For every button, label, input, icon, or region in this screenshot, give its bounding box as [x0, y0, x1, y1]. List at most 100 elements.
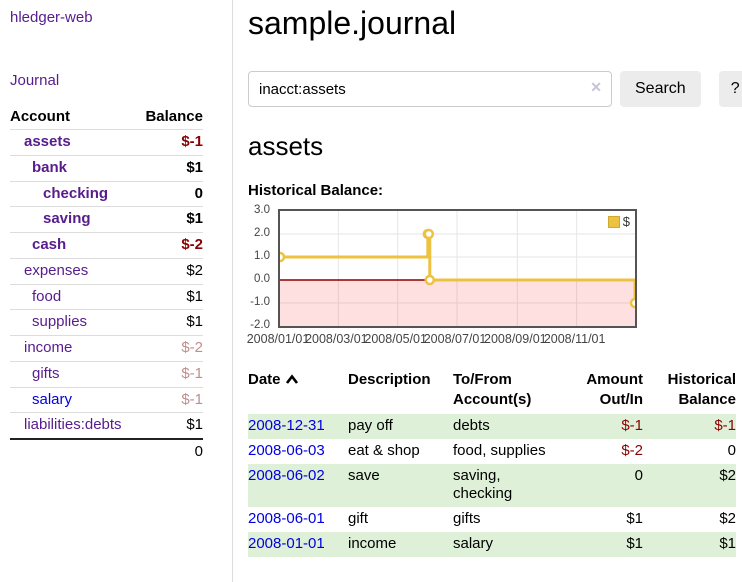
account-row: saving $1	[10, 206, 203, 233]
account-link-saving[interactable]: saving	[43, 210, 91, 228]
account-row: liabilities:debts $1	[10, 412, 203, 439]
account-link-checking[interactable]: checking	[43, 184, 109, 202]
chart-y-axis: 3.0 2.0 1.0 0.0 -1.0 -2.0	[250, 204, 270, 331]
accounts-table: Account Balance assets $-1 bank $1 check…	[10, 105, 203, 465]
register-header-balance: Historical Balance	[667, 371, 736, 408]
account-link-supplies[interactable]: supplies	[32, 313, 88, 331]
legend-label: $	[622, 214, 630, 229]
balance-chart: 3.0 2.0 1.0 0.0 -1.0 -2.0 $ 2008/01/01 2008/03…	[246, 204, 742, 351]
transaction-accounts: gifts	[453, 510, 481, 527]
account-balance: $-2	[137, 232, 203, 259]
transaction-description: income	[348, 534, 397, 552]
accounts-total-value: 0	[137, 438, 203, 465]
transaction-description: pay off	[348, 417, 393, 434]
transaction-accounts: food, supplies	[453, 441, 546, 459]
sidebar: hledger-web Journal Account Balance asse…	[0, 0, 233, 582]
transaction-balance: $-1	[714, 417, 736, 434]
account-balance: $1	[137, 206, 203, 233]
account-balance: $1	[137, 154, 203, 181]
account-balance: $-2	[137, 335, 203, 362]
register-header-date[interactable]: Date	[248, 368, 348, 414]
transaction-amount: $-2	[621, 441, 643, 459]
transaction-amount: $-1	[621, 417, 643, 434]
register-header-row: Date Description To/From Account(s) Amou…	[248, 368, 736, 414]
transaction-accounts: saving, checking	[453, 466, 513, 503]
account-link-cash[interactable]: cash	[32, 236, 67, 253]
transaction-description: eat & shop	[348, 441, 420, 459]
transaction-date-link[interactable]: 2008-06-03	[248, 441, 325, 459]
chart-svg	[280, 211, 635, 326]
transaction-balance: 0	[727, 441, 736, 459]
account-row: expenses $2	[10, 257, 203, 284]
sort-ascending-icon	[285, 371, 299, 391]
transaction-date-link[interactable]: 2008-01-01	[248, 534, 325, 552]
account-balance: 0	[137, 180, 203, 207]
main-content: sample.journal ✕ Search ? assets Histori…	[233, 0, 742, 582]
transaction-description: save	[348, 466, 380, 484]
chart-title: Historical Balance:	[248, 182, 384, 199]
accounts-header-account: Account	[10, 105, 138, 130]
register-header-description: Description	[348, 371, 431, 388]
account-link-liabilities-debts[interactable]: liabilities:debts	[24, 416, 122, 434]
account-row: assets $-1	[10, 129, 203, 156]
register-header-amount: Amount Out/In	[586, 371, 643, 408]
clear-search-icon[interactable]: ✕	[590, 79, 602, 95]
transaction-date-link[interactable]: 2008-06-02	[248, 466, 325, 484]
transaction-balance: $2	[719, 510, 736, 527]
register-row: 2008-01-01 income salary $1 $1	[248, 531, 736, 557]
account-row: supplies $1	[10, 309, 203, 336]
accounts-total-row: 0	[10, 438, 203, 465]
account-heading: assets	[248, 131, 324, 161]
register-row: 2008-06-01 gift gifts $1 $2	[248, 507, 736, 532]
account-row: food $1	[10, 283, 203, 310]
transaction-date-link[interactable]: 2008-12-31	[248, 417, 325, 434]
chart-legend: $	[605, 214, 632, 229]
transaction-date-link[interactable]: 2008-06-01	[248, 510, 325, 527]
accounts-header-balance: Balance	[137, 105, 203, 130]
register-row: 2008-06-03 eat & shop food, supplies $-2…	[248, 439, 736, 464]
transaction-amount: $1	[626, 510, 643, 527]
search-form: ✕ Search ?	[248, 71, 742, 107]
account-balance: $1	[137, 283, 203, 310]
transaction-amount: $1	[626, 534, 643, 552]
account-row: checking 0	[10, 180, 203, 207]
transaction-description: gift	[348, 510, 369, 527]
transaction-accounts: salary	[453, 534, 494, 552]
account-row: cash $-2	[10, 232, 203, 259]
chart-x-axis: 2008/01/01 2008/03/01 2008/05/01 2008/07/01…	[246, 332, 606, 346]
account-balance: $-1	[137, 129, 203, 156]
register-row: 2008-06-02 save saving, checking 0 $2	[248, 463, 736, 507]
search-button[interactable]: Search	[620, 71, 701, 107]
transaction-balance: $1	[719, 534, 736, 552]
account-link-gifts[interactable]: gifts	[32, 364, 60, 382]
account-balance: $-1	[137, 360, 203, 387]
account-link-bank[interactable]: bank	[32, 158, 68, 176]
transaction-amount: 0	[634, 466, 643, 484]
account-balance: $1	[137, 309, 203, 336]
accounts-header-row: Account Balance	[10, 105, 203, 130]
register-row: 2008-12-31 pay off debts $-1 $-1	[248, 414, 736, 439]
page-title: sample.journal	[248, 5, 457, 41]
account-row: gifts $-1	[10, 360, 203, 387]
search-input[interactable]	[248, 71, 612, 107]
chart-plot-area: $	[278, 209, 637, 328]
account-link-assets[interactable]: assets	[24, 133, 71, 150]
register-table: Date Description To/From Account(s) Amou…	[248, 368, 736, 557]
app-title-link[interactable]: hledger-web	[10, 9, 93, 26]
account-row: bank $1	[10, 154, 203, 181]
register-header-accounts: To/From Account(s)	[453, 371, 532, 408]
account-row: salary $-1	[10, 386, 203, 413]
account-link-income[interactable]: income	[24, 339, 73, 356]
sidebar-item-journal[interactable]: Journal	[10, 72, 60, 89]
transaction-accounts: debts	[453, 417, 490, 434]
help-button[interactable]: ?	[718, 71, 742, 107]
legend-swatch-icon	[607, 215, 620, 228]
account-balance: $-1	[137, 386, 203, 413]
transaction-balance: $2	[719, 466, 736, 484]
account-link-food[interactable]: food	[32, 287, 62, 305]
account-link-expenses[interactable]: expenses	[24, 261, 89, 279]
account-balance: $2	[137, 257, 203, 284]
account-row: income $-2	[10, 335, 203, 362]
account-link-salary[interactable]: salary	[32, 390, 73, 408]
